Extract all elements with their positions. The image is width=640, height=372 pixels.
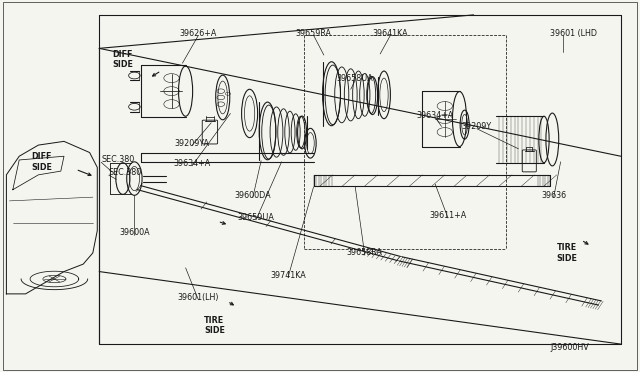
Text: TIRE
SIDE: TIRE SIDE [204,316,225,335]
Text: 39600DA: 39600DA [234,191,271,200]
Text: DIFF
SIDE: DIFF SIDE [31,152,52,171]
Text: 39209YA: 39209YA [175,139,209,148]
Text: 39611+A: 39611+A [429,211,467,220]
Text: 39626+A: 39626+A [180,29,217,38]
Text: 39741KA: 39741KA [270,271,306,280]
Text: 39636: 39636 [541,191,566,200]
Text: 39634+A: 39634+A [173,159,211,168]
Text: 39658UA: 39658UA [337,74,374,83]
Text: 39641KA: 39641KA [372,29,408,38]
Text: 39659RA: 39659RA [296,29,332,38]
Text: 39600A: 39600A [119,228,150,237]
Text: SEC.380: SEC.380 [101,155,134,164]
Text: 39601(LH): 39601(LH) [178,293,219,302]
Text: 39209Y: 39209Y [461,122,492,131]
Text: 39658RA: 39658RA [347,248,383,257]
Text: 39659UA: 39659UA [237,213,275,222]
Text: 39634+A: 39634+A [417,111,454,120]
Text: 39601 (LHD: 39601 (LHD [550,29,597,38]
Text: SEC.380: SEC.380 [109,169,142,177]
Text: J39600HV: J39600HV [550,343,589,352]
Text: TIRE
SIDE: TIRE SIDE [557,243,577,263]
Text: DIFF
SIDE: DIFF SIDE [113,50,133,69]
